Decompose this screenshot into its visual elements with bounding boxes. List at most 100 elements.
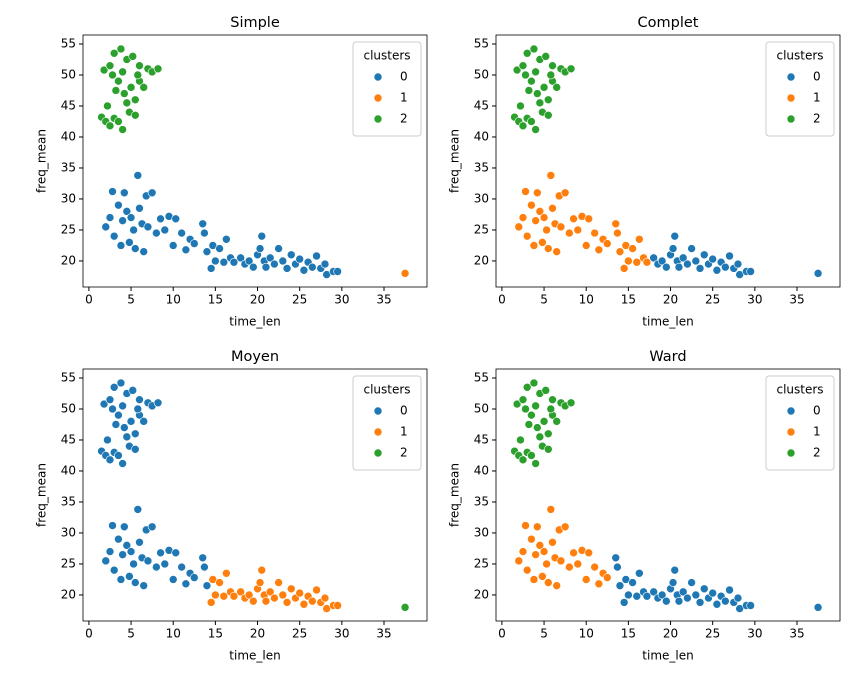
y-tick-label: 25	[61, 556, 76, 570]
point	[552, 247, 562, 256]
legend-label: 1	[400, 91, 408, 105]
legend-marker	[786, 93, 796, 103]
point	[114, 451, 123, 460]
point	[116, 241, 126, 250]
axes-frame	[82, 368, 428, 622]
x-tick-label: 0	[85, 293, 93, 307]
point	[122, 541, 132, 550]
y-tick-label: 35	[61, 160, 76, 174]
point	[668, 578, 678, 587]
point	[126, 547, 136, 556]
point	[265, 253, 275, 263]
point	[566, 398, 576, 408]
point	[619, 598, 629, 607]
point	[202, 247, 212, 256]
legend: clusters 0 1 2	[352, 375, 422, 471]
chart-title: Simple	[230, 15, 280, 31]
point	[527, 200, 536, 210]
point	[177, 228, 186, 238]
point	[678, 587, 688, 597]
point	[152, 228, 161, 238]
point	[708, 254, 717, 264]
point	[543, 110, 553, 120]
point	[533, 522, 542, 532]
point	[518, 455, 528, 465]
point	[813, 603, 823, 612]
point	[531, 550, 540, 559]
point	[531, 216, 540, 225]
point	[211, 256, 220, 266]
y-tick-label: 40	[61, 129, 76, 143]
point	[130, 110, 140, 120]
legend-marker	[786, 427, 796, 437]
point	[611, 553, 621, 563]
x-tick-label: 20	[663, 293, 678, 307]
point	[111, 420, 121, 429]
point	[181, 245, 191, 255]
point	[120, 423, 129, 432]
point	[573, 225, 583, 235]
point	[270, 259, 279, 269]
point	[683, 593, 692, 603]
point	[116, 378, 126, 388]
point	[516, 101, 525, 111]
point	[143, 222, 153, 232]
point	[118, 125, 127, 134]
point	[674, 262, 684, 272]
point	[109, 382, 119, 392]
y-tick-label: 45	[61, 98, 76, 112]
x-tick-label: 10	[166, 293, 181, 307]
point	[171, 548, 181, 558]
x-tick-label: 20	[663, 627, 678, 641]
point	[542, 559, 551, 569]
point	[244, 256, 254, 266]
point	[229, 591, 239, 601]
point	[105, 395, 115, 404]
point	[533, 188, 542, 198]
point	[108, 404, 117, 414]
legend-marker	[373, 427, 383, 437]
point	[261, 596, 271, 606]
point	[524, 86, 534, 95]
point	[569, 214, 578, 224]
point	[535, 432, 545, 442]
point	[255, 578, 265, 587]
point	[133, 171, 143, 180]
point	[535, 541, 545, 550]
point	[108, 70, 117, 80]
point	[538, 572, 547, 581]
x-tick-label: 15	[621, 293, 636, 307]
point	[531, 459, 540, 468]
y-tick-label: 45	[61, 432, 76, 446]
point	[274, 578, 283, 587]
point	[573, 559, 583, 569]
point	[529, 575, 539, 584]
point	[628, 578, 637, 587]
point	[135, 61, 144, 70]
legend-label: 0	[813, 404, 821, 418]
legend: clusters 0 1 2	[765, 375, 835, 471]
y-tick-label: 55	[61, 36, 76, 50]
point	[683, 259, 692, 269]
point	[103, 101, 112, 111]
point	[712, 599, 722, 609]
point	[527, 451, 536, 460]
point	[662, 262, 671, 272]
point	[111, 86, 121, 95]
point	[153, 398, 163, 408]
legend-marker	[786, 72, 796, 82]
y-axis-label: freq_mean	[448, 129, 462, 193]
point	[133, 70, 143, 80]
point	[733, 593, 743, 603]
point	[299, 265, 309, 275]
point	[143, 556, 153, 566]
point	[236, 253, 245, 263]
point	[628, 244, 637, 253]
point	[538, 238, 547, 247]
y-tick-label: 20	[61, 253, 76, 267]
point	[135, 395, 144, 404]
x-axis-label: time_len	[229, 315, 280, 329]
point	[130, 444, 140, 454]
point	[602, 573, 612, 582]
point	[662, 596, 671, 606]
